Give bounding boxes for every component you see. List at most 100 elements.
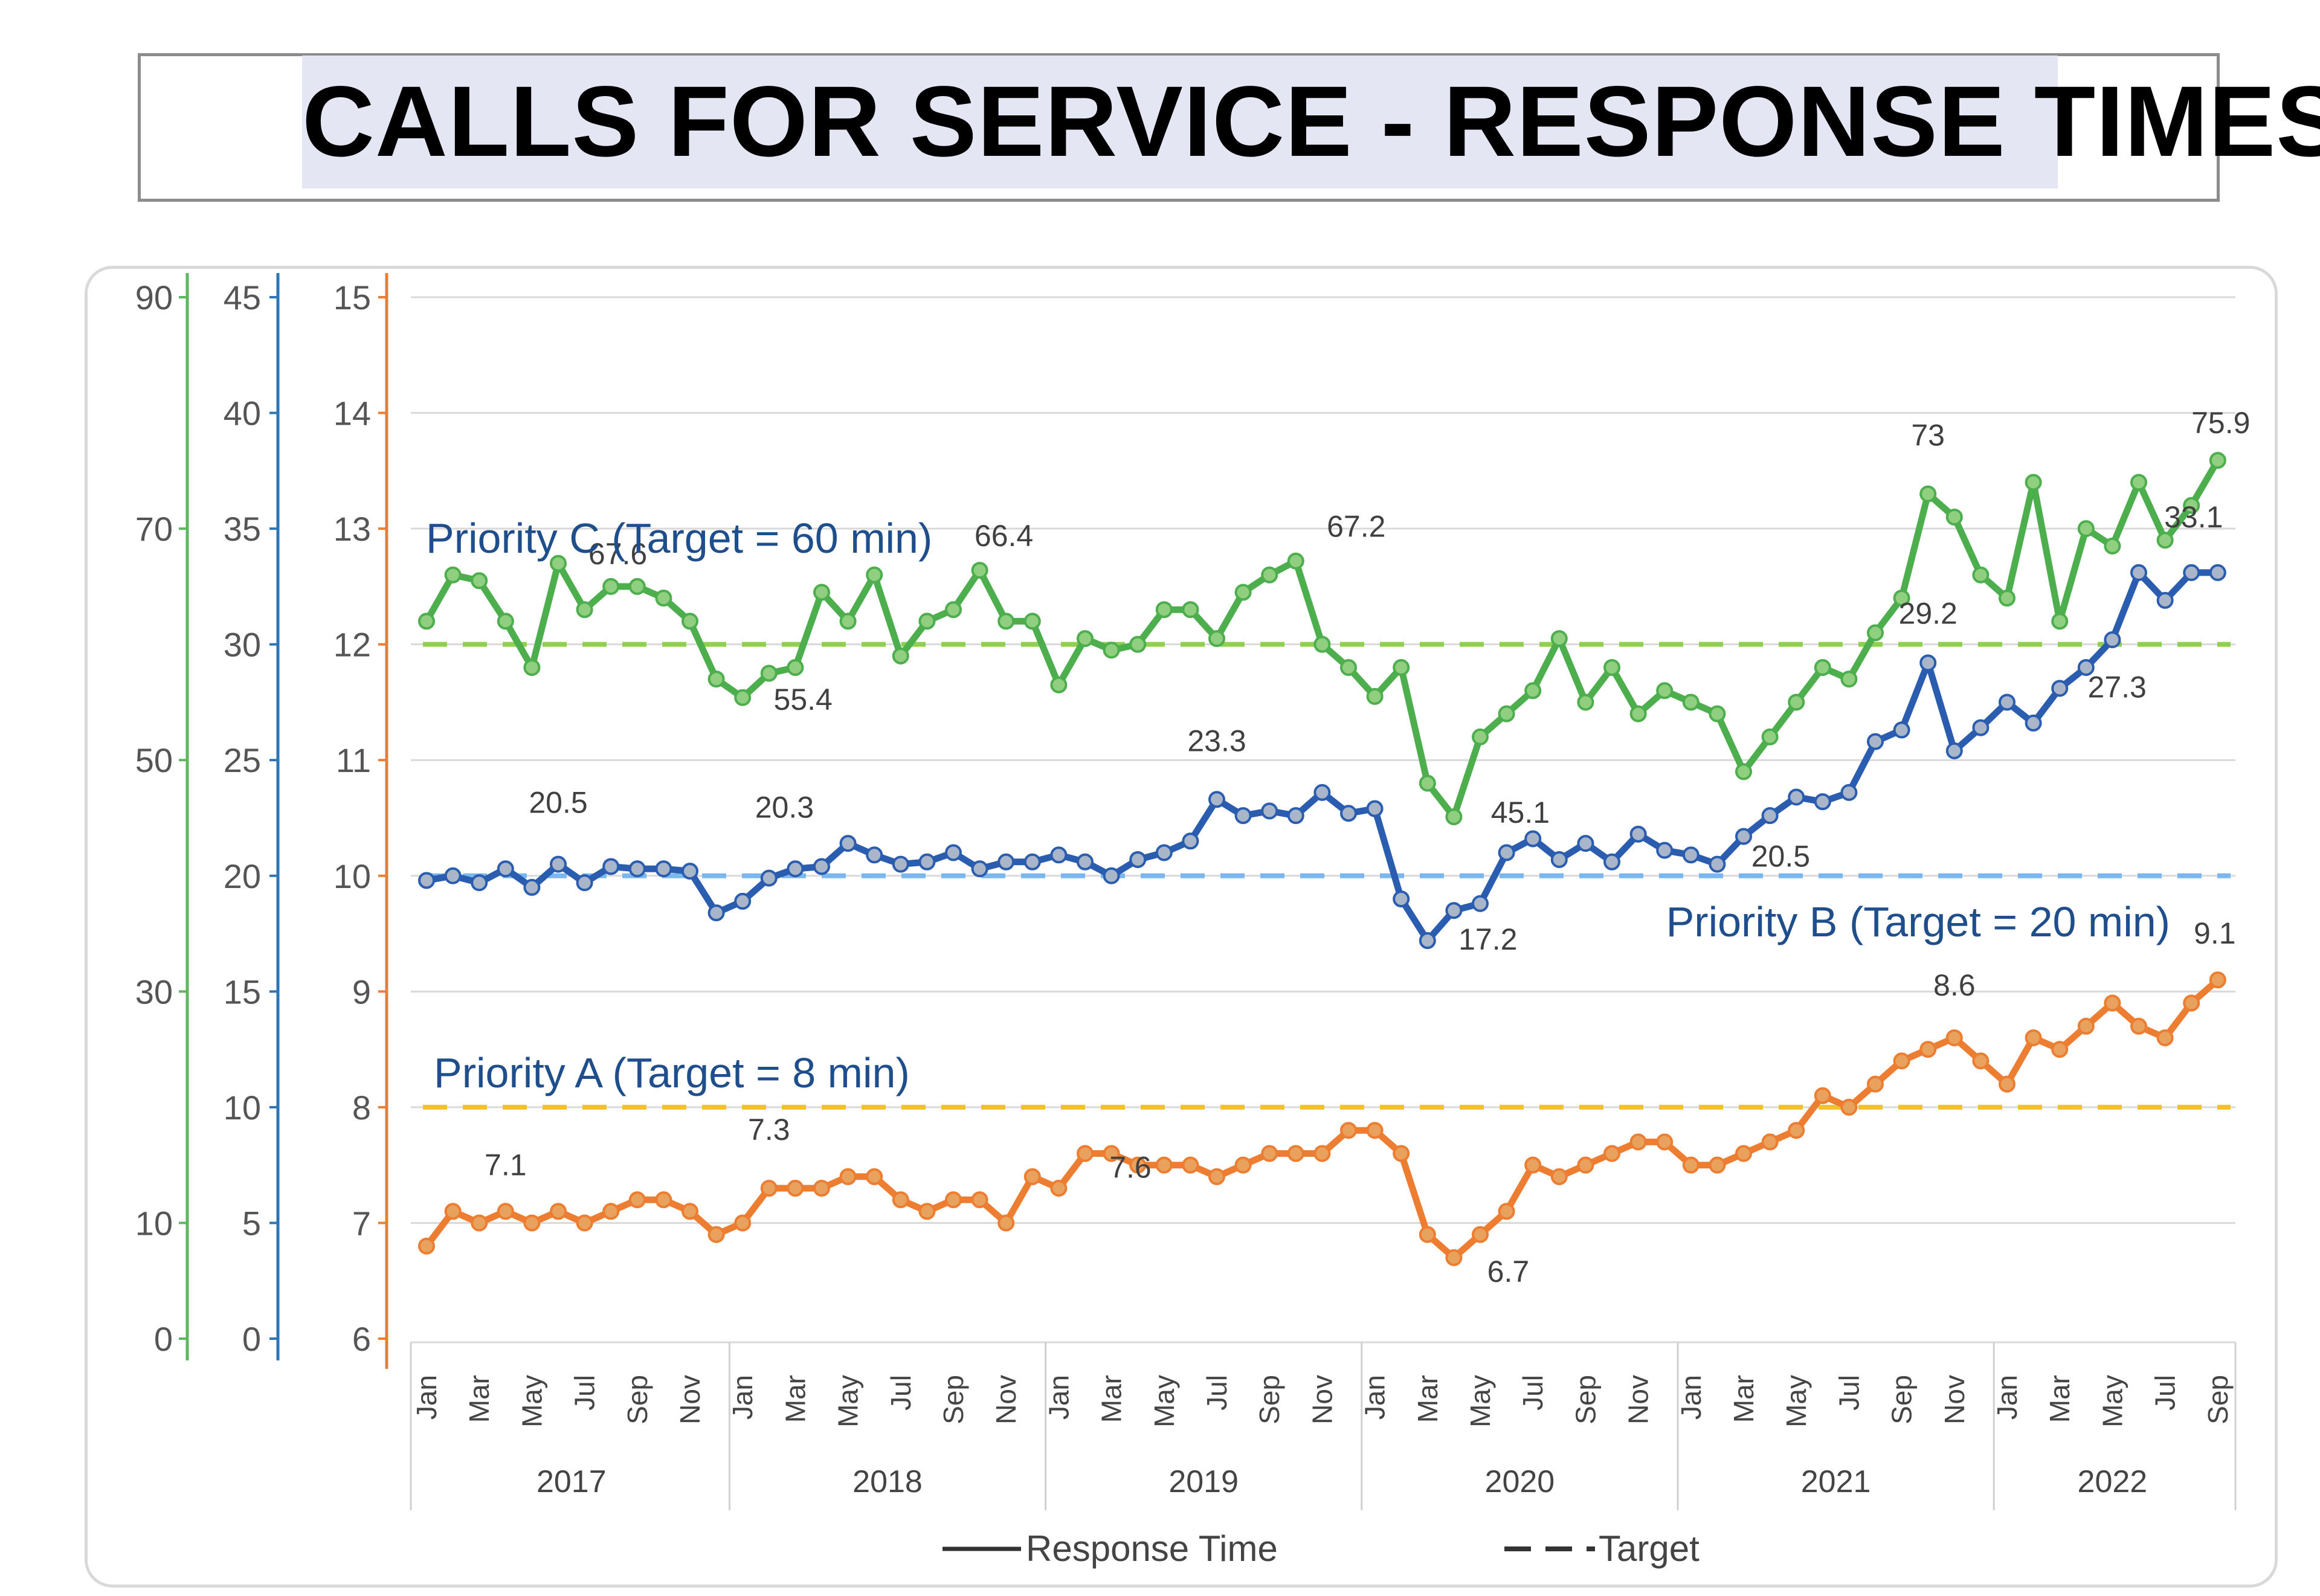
priority-c-data-label: 73 [1911,419,1945,452]
x-month-label: Nov [990,1375,1022,1424]
x-year-label: 2021 [1801,1464,1871,1499]
priority-b-point [892,855,909,873]
priority-b-point [918,853,936,870]
x-month-label: Jan [727,1375,758,1420]
priority-c-point [1999,590,2015,607]
x-month-label: Jul [569,1375,601,1411]
x-month-label: Mar [1412,1375,1443,1423]
priority-a-point [945,1191,962,1209]
priority-b-point [1472,895,1489,912]
priority-a-point [2077,1017,2095,1035]
priority-a-point [1287,1145,1304,1162]
priority-c-data-label: 67.6 [588,537,647,571]
priority-b-point [471,874,488,892]
priority-c-data-label: 45.1 [1491,796,1550,829]
priority-a-point [1919,1041,1937,1058]
priority-b-axis-tick-label: 35 [224,510,261,548]
priority-a-axis-tick-label: 7 [352,1204,371,1242]
priority-b-point [866,846,883,864]
x-month-label: May [2096,1375,2128,1427]
priority-a-data-label: 6.7 [1487,1255,1530,1289]
priority-a-point [1208,1168,1225,1185]
priority-c-point [2130,474,2147,491]
priority-b-point [813,858,830,875]
priority-b-point [682,863,698,880]
priority-b-point [576,874,593,892]
x-month-label: May [1780,1375,1812,1427]
priority-b-point [1023,853,1041,870]
priority-b-axis-tick-label: 5 [242,1204,261,1242]
legend-target-label: Target [1599,1528,1700,1569]
priority-c-point [1840,671,1858,688]
priority-b-data-label: 29.2 [1899,596,1957,630]
priority-a-data-label: 7.3 [748,1113,790,1147]
page-title: CALLS FOR SERVICE - RESPONSE TIMES [302,66,2320,178]
priority-a-axis-tick-label: 11 [336,741,371,779]
priority-b-data-label: 20.3 [755,790,814,824]
priority-c-point [1814,658,1831,676]
priority-a-point [1999,1075,2015,1093]
priority-a-point [1472,1226,1489,1243]
priority-a-point [1972,1052,1990,1070]
priority-b-data-label: 20.5 [1751,840,1810,874]
priority-c-point [1603,658,1620,676]
priority-c-point [1867,624,1884,642]
priority-c-annotation: Priority C (Target = 60 min) [426,515,932,562]
priority-c-axis-tick-label: 50 [135,741,173,779]
priority-c-point [1629,705,1647,722]
priority-c-data-label: 55.4 [774,683,833,716]
priority-b-data-label: 17.2 [1458,922,1517,956]
priority-c-axis-tick-label: 30 [135,973,173,1011]
priority-c-point [444,566,462,584]
priority-b-point [1313,784,1331,801]
x-year-label: 2018 [852,1464,923,1499]
priority-c-point [1761,728,1779,745]
priority-c-point [655,590,672,607]
priority-b-point [971,860,988,878]
priority-c-point [839,613,857,630]
priority-c-point [1945,508,1963,526]
priority-c-point [1050,676,1068,693]
data-labels: 67.6 55.4 66.4 67.2 45.1 73 75.9 20.5 20.3 23.3 17… [426,406,2250,1289]
priority-a-axis-tick-label: 8 [352,1089,371,1127]
priority-c-point [418,613,435,630]
priority-b-point [1945,742,1963,759]
priority-a-point [2104,994,2121,1012]
priority-a-point [444,1203,462,1220]
priority-b-point [1919,654,1937,672]
priority-b-axis-tick-label: 40 [224,394,261,433]
priority-c-point [523,658,541,676]
priority-b-point [2051,680,2069,697]
priority-b-point [2025,714,2042,732]
priority-a-point [2209,971,2226,989]
priority-a-point [1077,1145,1094,1162]
priority-b-point [1393,890,1410,908]
x-month-label: Nov [1939,1375,1970,1424]
priority-a-axis-tick-label: 6 [352,1320,371,1358]
x-year-label: 2017 [536,1464,607,1499]
priority-c-data-label: 66.4 [975,519,1033,553]
priority-a-annotation: Priority A (Target = 8 min) [434,1049,910,1096]
priority-a-data-label: 7.1 [485,1148,527,1182]
priority-a-point [2156,1029,2174,1046]
priority-a-point [1340,1122,1357,1139]
x-month-label: May [1464,1375,1496,1427]
priority-a-point [1129,1156,1147,1174]
priority-c-point [734,689,752,706]
priority-a-point [1234,1156,1252,1174]
priority-c-point [1313,636,1331,653]
priority-a-point [418,1237,435,1255]
priority-c-point [1788,693,1805,711]
priority-c-point [707,671,725,688]
x-month-label: Jul [1201,1375,1232,1411]
priority-c-point [945,601,962,619]
priority-c-point [1287,552,1304,570]
priority-c-point [1682,693,1700,711]
priority-c-point [1077,630,1094,648]
x-month-label: Jul [885,1375,917,1411]
priority-a-point [1313,1145,1331,1162]
priority-c-point [2183,497,2200,514]
priority-b-point [1709,855,1726,873]
priority-a-point [1893,1052,1910,1070]
priority-a-point [1656,1133,1674,1151]
